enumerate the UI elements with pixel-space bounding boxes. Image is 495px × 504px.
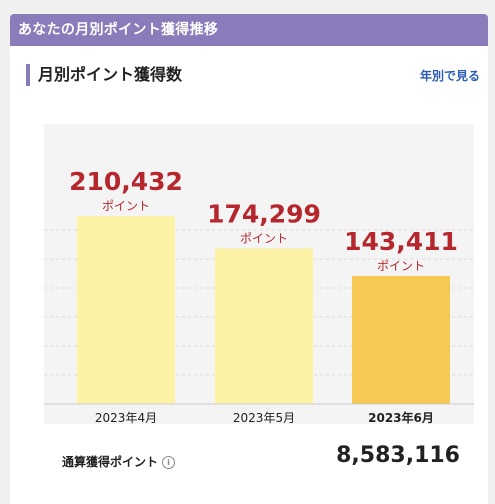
bar-value-label: 174,299: [207, 199, 321, 228]
chart-panel: 210,432 ポイント 2023年4月 174,299 ポイント 2023年5月 143,…: [44, 124, 474, 500]
section-title: 月別ポイント獲得数: [38, 65, 183, 84]
total-points-label-text: 通算獲得ポイント: [62, 455, 159, 469]
card-banner: あなたの月別ポイント獲得推移: [10, 14, 488, 46]
bar-unit-label: ポイント: [102, 199, 150, 213]
info-icon[interactable]: i: [162, 456, 176, 469]
summary-row: 通算獲得ポイント i 8,583,116: [44, 424, 474, 500]
total-points-label: 通算獲得ポイント i: [62, 454, 176, 470]
bar-1: [77, 216, 175, 404]
monthly-points-card: あなたの月別ポイント獲得推移 月別ポイント獲得数 年別で見る 210,432 ポイ…: [10, 14, 488, 504]
x-tick-label: 2023年4月: [95, 411, 157, 424]
bar-unit-label: ポイント: [377, 259, 425, 273]
bar-unit-label: ポイント: [240, 231, 288, 245]
total-points-value: 8,583,116: [336, 443, 460, 468]
bar-value-label: 210,432: [69, 167, 183, 196]
monthly-points-bar-chart: 210,432 ポイント 2023年4月 174,299 ポイント 2023年5月 143,…: [44, 167, 474, 424]
x-tick-label: 2023年5月: [233, 411, 295, 424]
section-accent-bar: [26, 64, 30, 86]
view-yearly-link[interactable]: 年別で見る: [419, 69, 480, 83]
bar-3: [352, 275, 450, 404]
bar-2: [215, 248, 313, 404]
section-header: 月別ポイント獲得数 年別で見る: [26, 62, 480, 88]
x-tick-label: 2023年6月: [368, 410, 434, 424]
bar-value-label: 143,411: [344, 227, 458, 256]
